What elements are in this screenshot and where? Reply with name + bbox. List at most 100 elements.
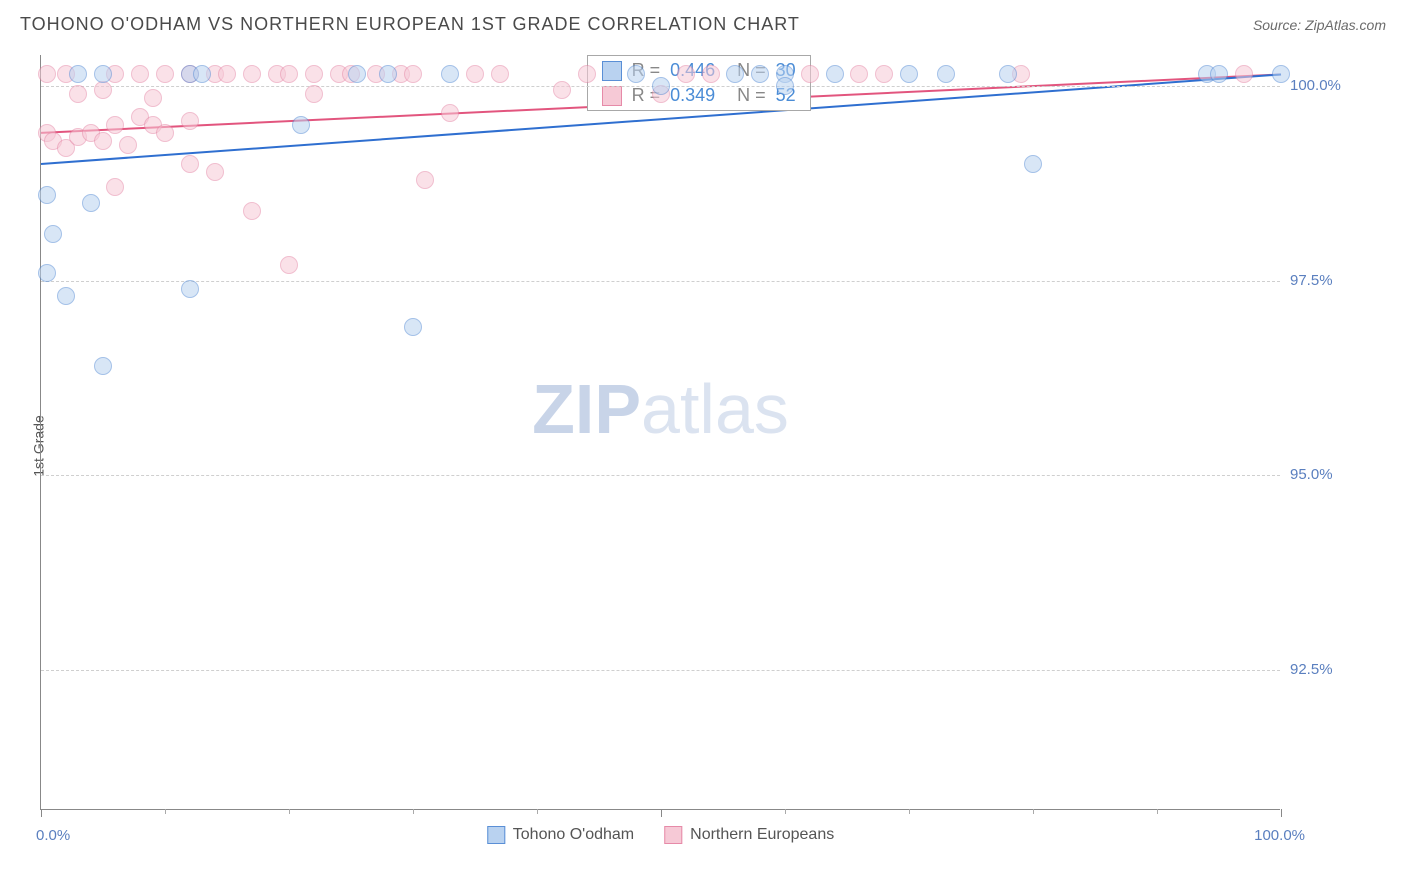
scatter-point-series2 — [131, 65, 149, 83]
scatter-point-series2 — [1235, 65, 1253, 83]
scatter-point-series2 — [491, 65, 509, 83]
y-tick-label: 92.5% — [1290, 661, 1355, 678]
scatter-point-series2 — [850, 65, 868, 83]
legend-swatch — [487, 826, 505, 844]
scatter-point-series2 — [181, 112, 199, 130]
scatter-point-series1 — [652, 77, 670, 95]
x-tick-minor — [1157, 809, 1158, 814]
scatter-point-series1 — [751, 65, 769, 83]
scatter-point-series1 — [999, 65, 1017, 83]
scatter-point-series2 — [280, 256, 298, 274]
legend-label: Tohono O'odham — [513, 826, 634, 844]
x-tick-minor — [785, 809, 786, 814]
scatter-point-series1 — [69, 65, 87, 83]
x-tick-minor — [537, 809, 538, 814]
scatter-point-series1 — [38, 186, 56, 204]
scatter-point-series2 — [106, 116, 124, 134]
trend-lines-layer — [41, 55, 1280, 809]
scatter-point-series2 — [553, 81, 571, 99]
x-tick-minor — [165, 809, 166, 814]
scatter-point-series1 — [348, 65, 366, 83]
scatter-point-series1 — [44, 225, 62, 243]
scatter-point-series1 — [826, 65, 844, 83]
r-value: 0.349 — [670, 85, 715, 106]
scatter-point-series2 — [69, 85, 87, 103]
scatter-point-series1 — [193, 65, 211, 83]
x-tick-minor — [413, 809, 414, 814]
scatter-point-series1 — [627, 65, 645, 83]
gridline — [41, 670, 1280, 671]
gridline — [41, 475, 1280, 476]
scatter-point-series1 — [57, 287, 75, 305]
watermark-atlas: atlas — [641, 370, 789, 448]
scatter-point-series2 — [677, 65, 695, 83]
scatter-point-series1 — [441, 65, 459, 83]
x-tick-major — [661, 809, 662, 817]
scatter-point-series2 — [404, 65, 422, 83]
watermark-zip: ZIP — [532, 370, 641, 448]
legend-swatch — [664, 826, 682, 844]
scatter-point-series2 — [243, 65, 261, 83]
legend-item: Tohono O'odham — [487, 826, 634, 844]
scatter-point-series1 — [94, 357, 112, 375]
chart-title: TOHONO O'ODHAM VS NORTHERN EUROPEAN 1ST … — [20, 14, 800, 35]
scatter-point-series1 — [379, 65, 397, 83]
x-axis-min-label: 0.0% — [36, 827, 70, 844]
scatter-point-series2 — [305, 65, 323, 83]
x-tick-minor — [1033, 809, 1034, 814]
source-credit: Source: ZipAtlas.com — [1253, 17, 1386, 33]
y-tick-label: 95.0% — [1290, 466, 1355, 483]
scatter-point-series1 — [94, 65, 112, 83]
x-tick-minor — [909, 809, 910, 814]
x-tick-minor — [289, 809, 290, 814]
scatter-point-series2 — [144, 89, 162, 107]
source-prefix: Source: — [1253, 17, 1305, 33]
scatter-point-series2 — [119, 136, 137, 154]
gridline — [41, 281, 1280, 282]
scatter-point-series2 — [38, 65, 56, 83]
scatter-point-series1 — [404, 318, 422, 336]
scatter-point-series2 — [441, 104, 459, 122]
scatter-point-series2 — [181, 155, 199, 173]
scatter-point-series2 — [578, 65, 596, 83]
legend-label: Northern Europeans — [690, 826, 834, 844]
scatter-point-series2 — [875, 65, 893, 83]
series-legend: Tohono O'odham Northern Europeans — [487, 826, 834, 844]
plot-area: ZIPatlas R =0.446N =30R =0.349N =52 Toho… — [40, 55, 1280, 810]
x-tick-major — [1281, 809, 1282, 817]
y-tick-label: 100.0% — [1290, 77, 1355, 94]
scatter-point-series2 — [243, 202, 261, 220]
scatter-point-series2 — [156, 124, 174, 142]
x-tick-major — [41, 809, 42, 817]
scatter-point-series2 — [702, 65, 720, 83]
scatter-point-series2 — [94, 132, 112, 150]
scatter-point-series1 — [900, 65, 918, 83]
scatter-point-series2 — [106, 178, 124, 196]
series-swatch — [602, 86, 622, 106]
scatter-point-series2 — [280, 65, 298, 83]
scatter-point-series1 — [1210, 65, 1228, 83]
y-tick-label: 97.5% — [1290, 272, 1355, 289]
x-axis-max-label: 100.0% — [1254, 827, 1305, 844]
scatter-point-series1 — [937, 65, 955, 83]
scatter-point-series1 — [726, 65, 744, 83]
source-name: ZipAtlas.com — [1305, 17, 1386, 33]
scatter-point-series1 — [181, 280, 199, 298]
scatter-point-series1 — [776, 77, 794, 95]
n-label: N = — [737, 85, 766, 106]
scatter-point-series2 — [94, 81, 112, 99]
watermark: ZIPatlas — [532, 369, 789, 449]
scatter-point-series2 — [206, 163, 224, 181]
series-swatch — [602, 61, 622, 81]
scatter-point-series2 — [218, 65, 236, 83]
scatter-point-series1 — [1272, 65, 1290, 83]
scatter-point-series1 — [38, 264, 56, 282]
scatter-point-series1 — [292, 116, 310, 134]
scatter-point-series1 — [1024, 155, 1042, 173]
scatter-point-series2 — [416, 171, 434, 189]
scatter-point-series2 — [466, 65, 484, 83]
scatter-point-series2 — [305, 85, 323, 103]
scatter-point-series2 — [801, 65, 819, 83]
legend-item: Northern Europeans — [664, 826, 834, 844]
scatter-point-series2 — [156, 65, 174, 83]
